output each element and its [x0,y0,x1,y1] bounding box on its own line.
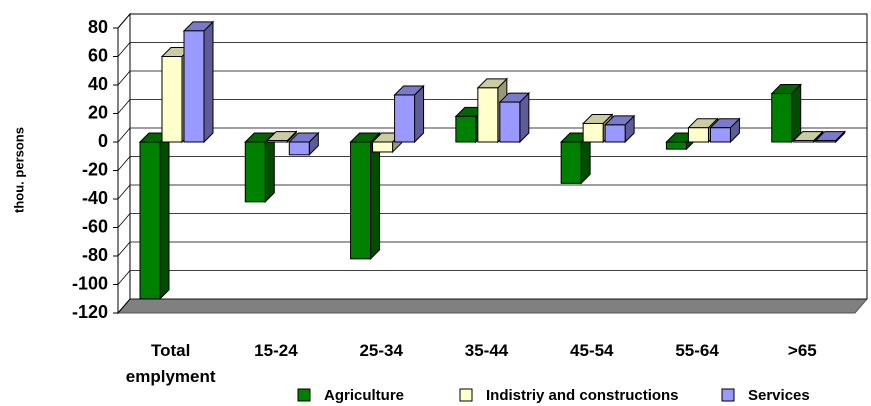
bar [161,56,183,143]
grid-line-side [117,156,131,171]
grid-line-side [117,127,131,143]
bar [815,140,837,143]
bar [350,141,372,260]
grid-line-side [117,298,131,314]
bar-side [264,131,275,204]
grid-line-side [117,13,131,29]
y-tick-label: -120 [72,302,108,322]
bar [139,141,161,300]
bar-side [203,20,214,144]
bar [687,127,709,143]
legend-swatch [297,388,311,402]
bar [266,140,288,143]
y-axis-label: thou. persons [11,127,26,213]
legend-label: Services [748,387,810,404]
bar-side [414,84,425,144]
y-tick-label: -80 [82,245,108,265]
y-tick-label: 20 [88,102,108,122]
grid-line-side [117,42,131,57]
grid-line-side [117,213,131,228]
grid-line-side [117,184,131,200]
bar [665,141,687,150]
grid-line-side [117,70,131,86]
grid-line-side [117,270,131,285]
y-tick-label: 0 [98,131,108,151]
y-tick-label: 80 [88,17,108,37]
x-tick-label: Total emplyment [125,341,216,386]
x-tick-label: 45-54 [570,341,614,360]
x-tick-label: 55-64 [675,341,719,360]
bar [582,122,604,143]
bar-side [791,83,802,144]
bar [244,141,266,203]
floor [116,298,869,314]
bar-side [159,131,170,300]
legend-label: Agriculture [324,387,404,404]
legend-swatch [459,388,473,402]
bar [288,141,310,156]
bar [793,140,815,143]
y-tick-label: 40 [88,74,108,94]
x-tick-label: 25-34 [359,341,403,360]
bar [709,127,731,143]
grid-line-side [117,99,131,114]
legend-swatch [721,388,735,402]
y-tick-label: -20 [82,159,108,179]
x-tick-label: 15-24 [254,341,298,360]
x-tick-label: >65 [787,341,817,360]
bar [372,141,394,153]
bar [499,101,521,143]
legend-label: Indistriy and constructions [486,387,679,404]
x-tick-label: 35-44 [464,341,509,360]
bar [477,87,499,143]
bar [455,115,477,143]
y-tick-label: 60 [88,45,108,65]
bar [560,141,582,184]
y-tick-label: -60 [82,216,108,236]
bar [183,30,205,143]
bar [604,124,626,143]
y-tick-label: -40 [82,188,108,208]
bar [394,94,416,143]
y-tick-label: -100 [72,273,108,293]
grid-line-side [117,241,131,257]
bar [771,93,793,143]
